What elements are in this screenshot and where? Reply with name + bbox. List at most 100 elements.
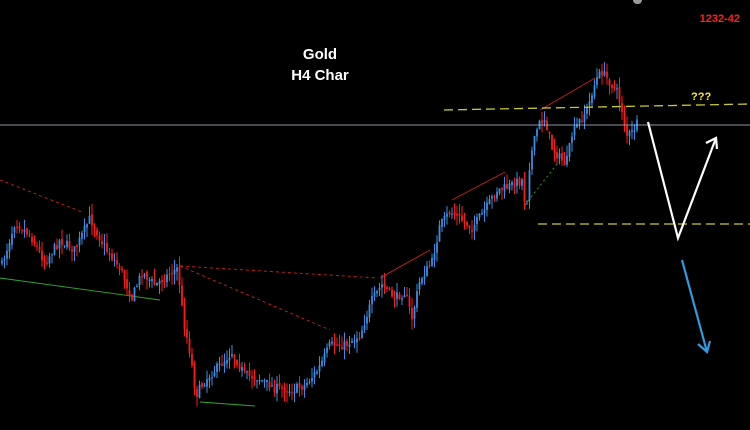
candle-body	[423, 276, 426, 280]
candle	[371, 287, 373, 314]
candle-body	[351, 341, 353, 343]
candle-body	[241, 366, 243, 371]
candle-body	[56, 245, 58, 249]
candle-body	[613, 87, 616, 89]
candle	[171, 264, 173, 285]
candle-body	[158, 280, 161, 285]
candle-body	[408, 296, 411, 307]
candle-body	[368, 304, 371, 318]
candle-body	[366, 316, 368, 324]
candle-body	[578, 119, 581, 124]
question-annotation: ???	[691, 91, 712, 103]
candle	[631, 120, 633, 139]
candle-body	[238, 363, 241, 370]
candle-body	[471, 230, 473, 232]
candle-body	[476, 217, 478, 225]
candle-body	[358, 337, 361, 339]
candle	[503, 176, 506, 199]
candle	[343, 332, 346, 360]
candle-body	[138, 275, 141, 286]
candle	[611, 83, 613, 94]
candle	[448, 210, 451, 218]
candle	[623, 105, 626, 132]
candle-body	[118, 266, 121, 270]
candle	[46, 255, 48, 266]
candle	[606, 63, 608, 85]
candle-body	[596, 77, 598, 85]
candle-body	[106, 242, 108, 252]
candle	[561, 146, 563, 166]
candle-body	[561, 153, 563, 161]
candle-body	[163, 281, 166, 283]
candle	[86, 223, 88, 238]
candle	[488, 194, 491, 205]
candle	[493, 194, 496, 203]
candle-body	[61, 238, 63, 245]
candle	[556, 146, 558, 165]
candle-body	[78, 237, 81, 246]
candle-body	[453, 212, 456, 216]
candle	[323, 348, 326, 367]
candle	[281, 384, 283, 398]
candle	[588, 92, 591, 116]
candle	[501, 187, 503, 200]
candle	[136, 283, 138, 288]
candle	[263, 378, 266, 388]
candle	[413, 305, 416, 328]
candle-body	[93, 225, 96, 230]
candle-body	[321, 360, 323, 366]
candle	[463, 212, 466, 230]
candle	[103, 233, 106, 256]
candle-body	[311, 377, 313, 382]
candle	[618, 77, 621, 112]
candle-body	[178, 266, 181, 285]
candle-body	[271, 385, 273, 387]
candle	[48, 252, 51, 268]
candle-body	[58, 240, 61, 249]
candle	[378, 282, 381, 297]
candle-body	[608, 79, 611, 86]
candle	[301, 384, 303, 396]
candle-body	[446, 213, 448, 217]
candle	[423, 265, 426, 285]
candle	[616, 83, 618, 100]
trendlines	[0, 77, 596, 407]
candle	[603, 62, 606, 77]
projection-arrows	[646, 121, 719, 355]
candle	[531, 146, 533, 176]
candle	[478, 213, 481, 221]
candle-body	[353, 340, 356, 342]
candle-body	[526, 200, 528, 202]
candle	[511, 180, 513, 191]
candle	[351, 337, 353, 344]
candle-body	[438, 225, 441, 242]
candle	[88, 206, 91, 225]
candle	[58, 238, 61, 259]
candle	[166, 269, 168, 288]
candle	[183, 297, 186, 337]
candle	[386, 286, 388, 293]
candle-body	[326, 347, 328, 353]
candle	[551, 134, 553, 151]
candle-body	[111, 253, 113, 260]
candle-body	[221, 364, 223, 366]
candle-body	[333, 341, 336, 346]
candle-body	[41, 250, 43, 261]
candle	[508, 179, 511, 194]
candle	[111, 248, 113, 262]
candle-body	[433, 253, 436, 260]
candle-body	[181, 285, 183, 306]
candle	[246, 370, 248, 380]
candle	[278, 374, 281, 390]
candle	[151, 276, 153, 288]
candle-body	[606, 71, 608, 78]
candle-body	[13, 227, 16, 233]
white-projection-arrow	[646, 121, 718, 242]
candle-body	[201, 383, 203, 387]
candle-body	[618, 87, 621, 103]
candle-body	[376, 290, 378, 294]
candle	[526, 200, 528, 205]
candle	[66, 234, 68, 250]
candle	[468, 225, 471, 235]
candle	[506, 174, 508, 190]
